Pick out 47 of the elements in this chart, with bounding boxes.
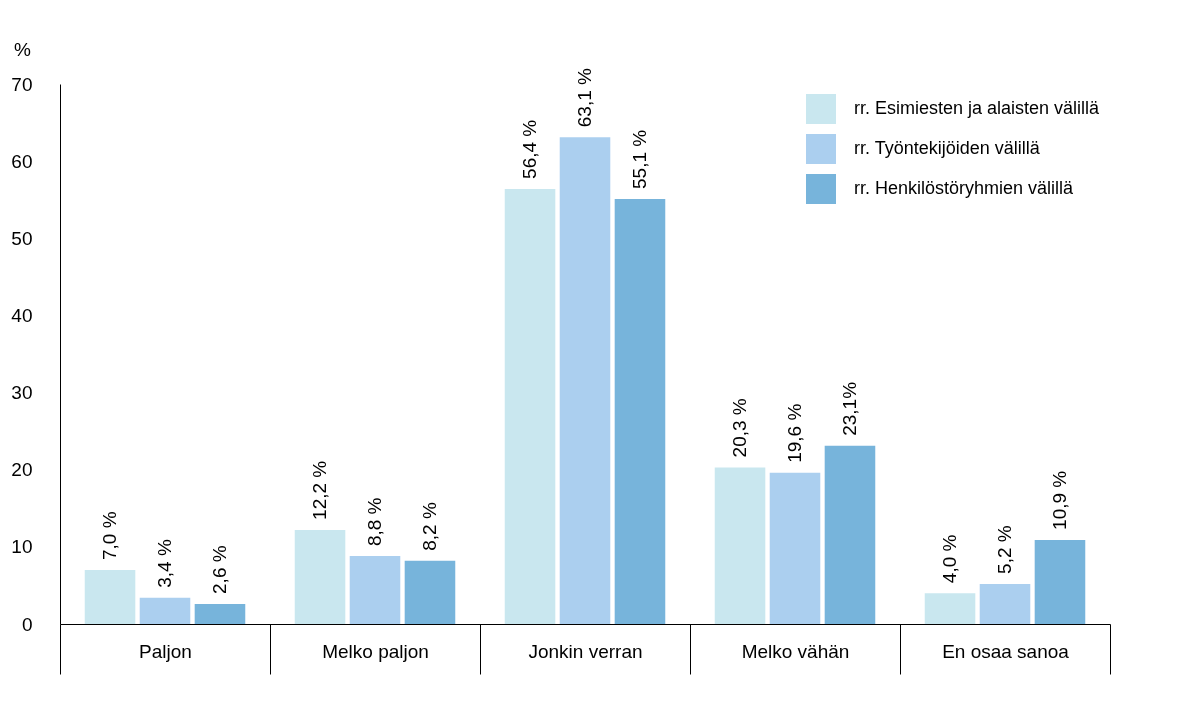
bar [404,560,456,624]
data-label: 10,9 % [1048,470,1070,530]
data-label: 8,2 % [418,502,440,551]
legend-label: rr. Henkilöstöryhmien välillä [854,178,1075,198]
x-tick-label: Jonkin verran [528,640,643,662]
data-label: 12,2 % [309,460,331,520]
bar [349,556,401,624]
data-label: 19,6 % [784,403,805,463]
bar [194,603,246,624]
bar [294,529,346,624]
y-tick-label: 10 [11,536,33,558]
y-axis-title: % [14,38,32,60]
x-tick-label: Melko paljon [322,640,429,662]
data-label: 5,2 % [994,525,1015,574]
y-tick-label: 40 [11,304,33,326]
data-label: 63,1 % [574,67,595,128]
y-tick-label: 60 [11,150,33,172]
data-label: 8,8 % [364,497,385,547]
x-tick-label: Paljon [139,640,192,662]
data-label: 23,1% [838,381,860,436]
data-label: 2,6 % [208,545,230,594]
data-label: 3,4 % [154,539,175,588]
bar [769,472,821,624]
bar [924,593,976,624]
data-label: 4,0 % [939,534,961,584]
data-label: 7,0 % [99,511,121,560]
legend-label: rr. Esimiesten ja alaisten välillä [854,98,1101,118]
y-tick-label: 70 [11,73,33,95]
data-label: 56,4 % [519,119,541,179]
y-tick-label: 20 [11,459,33,481]
bar [714,467,766,624]
bar [559,137,611,624]
y-tick-label: 50 [11,227,33,249]
data-label: 20,3 % [729,398,751,458]
y-tick-label: 30 [11,382,33,404]
y-tick-label: 0 [21,613,33,635]
bar [614,198,666,624]
bar [1034,539,1086,624]
legend-label: rr. Työntekijöiden välillä [854,138,1041,158]
x-tick-label: Melko vähän [741,640,850,662]
x-tick-label: En osaa sanoa [942,640,1070,662]
bar [824,445,876,624]
bar [84,570,136,624]
bar [139,597,191,624]
bar [504,188,556,624]
bar [979,583,1031,624]
data-label: 55,1 % [628,129,650,189]
